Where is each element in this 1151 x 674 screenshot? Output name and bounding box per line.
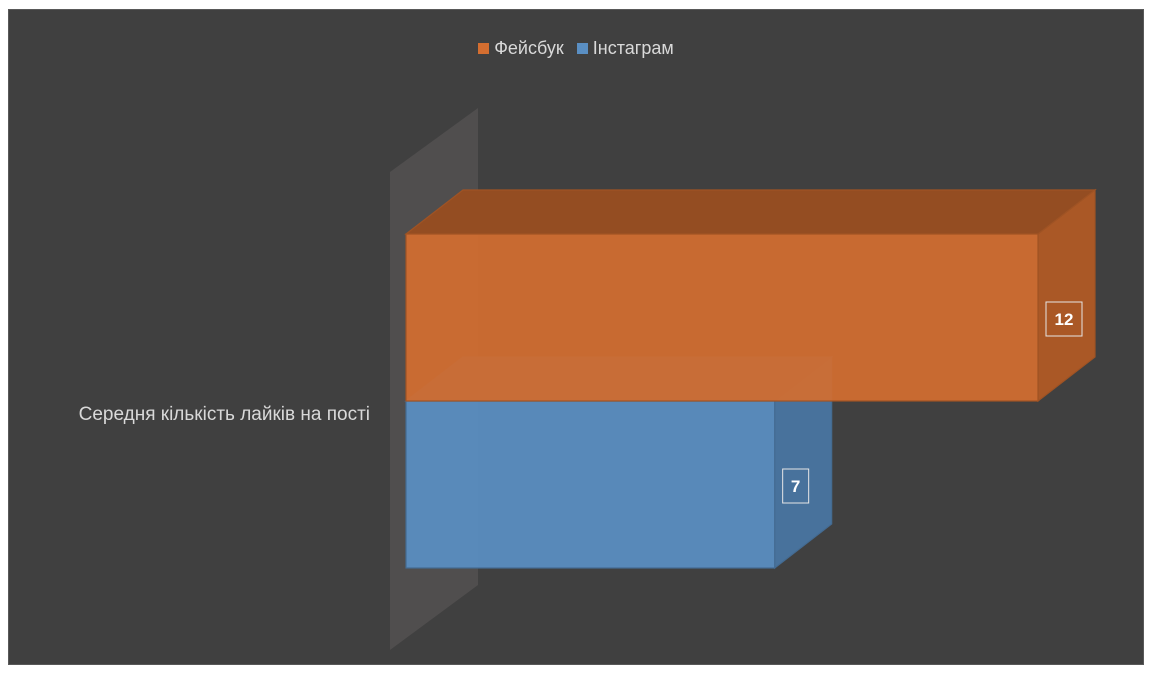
legend-item-facebook: Фейсбук	[478, 38, 564, 59]
data-label-facebook: 12	[1055, 310, 1074, 329]
bar-top-facebook	[404, 189, 1097, 235]
legend-label-facebook: Фейсбук	[494, 38, 564, 58]
bar-front-instagram	[405, 400, 776, 569]
data-label-box-instagram	[782, 468, 810, 504]
bar-front-facebook	[405, 233, 1039, 402]
data-label-box-facebook	[1045, 301, 1083, 337]
legend-swatch-facebook	[478, 43, 490, 54]
legend-item-instagram: Інстаграм	[576, 38, 674, 59]
category-label: Середня кількість лайків на пості	[79, 404, 370, 425]
legend-swatch-instagram	[576, 43, 588, 54]
data-label-instagram: 7	[791, 477, 800, 496]
legend-label-instagram: Інстаграм	[592, 38, 674, 58]
legend: Фейсбук Інстаграм	[9, 38, 1143, 59]
